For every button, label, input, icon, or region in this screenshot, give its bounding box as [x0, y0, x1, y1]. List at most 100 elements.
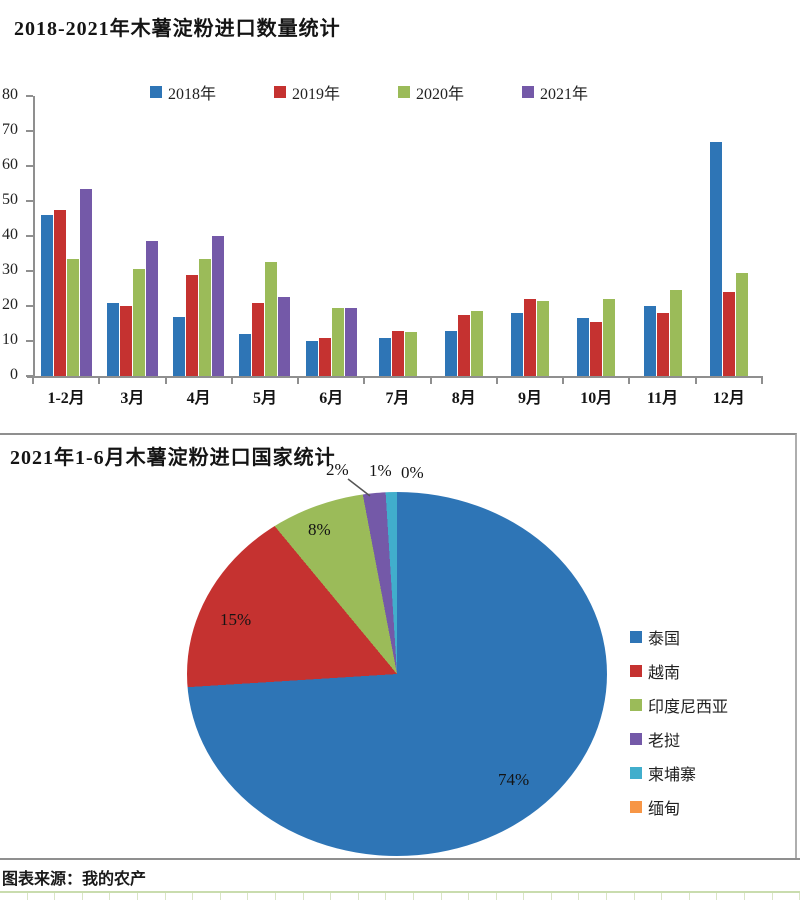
bar-legend-item-1: 2019年: [274, 80, 340, 104]
x-tick: [363, 378, 366, 384]
legend-swatch-icon: [630, 665, 642, 677]
y-tick-label: 30: [2, 261, 18, 278]
table-cell: [745, 893, 773, 900]
bar: [344, 307, 357, 376]
x-tick: [164, 378, 167, 384]
bar: [709, 141, 722, 376]
bar: [79, 188, 92, 376]
month-label: 6月: [319, 390, 344, 407]
y-tick-label: 0: [10, 366, 18, 383]
bar-legend-item-2: 2020年: [398, 80, 464, 104]
bar: [722, 292, 735, 376]
bar: [656, 313, 669, 376]
bar: [331, 307, 344, 376]
pie-percent-label: 15%: [220, 610, 252, 629]
table-cell: [166, 893, 194, 900]
bar: [239, 334, 252, 376]
x-axis: [27, 376, 763, 378]
bar: [470, 311, 483, 376]
pie-legend-item-2: 印度尼西亚: [630, 688, 728, 722]
x-tick: [230, 378, 233, 384]
legend-label: 2018年: [168, 86, 217, 103]
legend-label: 越南: [648, 665, 681, 682]
bar: [457, 314, 470, 376]
bar: [404, 332, 417, 376]
legend-label: 泰国: [648, 631, 681, 648]
bar: [577, 318, 590, 376]
month-label: 3月: [120, 390, 145, 407]
pie-legend-item-5: 缅甸: [630, 790, 728, 824]
pie-percent-label: 2%: [326, 460, 349, 479]
bar-chart-legend: 2018年 2019年 2020年 2021年: [150, 80, 588, 104]
x-tick: [297, 378, 300, 384]
bar: [132, 269, 145, 376]
legend-swatch-icon: [630, 699, 642, 711]
table-cell: [635, 893, 663, 900]
x-tick: [562, 378, 565, 384]
y-tick: [26, 375, 33, 377]
month-label: 11月: [647, 390, 679, 407]
bar: [391, 330, 404, 376]
x-tick: [98, 378, 101, 384]
bar: [278, 297, 291, 376]
bar: [603, 299, 616, 376]
legend-label: 柬埔寨: [648, 767, 697, 784]
y-tick: [26, 340, 33, 342]
x-tick: [694, 378, 697, 384]
bar-legend-item-3: 2021年: [522, 80, 588, 104]
pie-percent-label: 0%: [401, 463, 424, 482]
month-label: 4月: [186, 390, 211, 407]
table-cell: [28, 893, 56, 900]
month-label: 1-2月: [47, 390, 85, 407]
table-cell: [138, 893, 166, 900]
table-cell: [359, 893, 387, 900]
y-axis: [33, 96, 35, 378]
legend-label: 2019年: [292, 86, 341, 103]
x-tick: [628, 378, 631, 384]
y-tick: [26, 95, 33, 97]
bar: [199, 258, 212, 376]
y-tick-label: 10: [2, 331, 18, 348]
legend-label: 印度尼西亚: [648, 699, 729, 716]
table-cell: [717, 893, 746, 900]
y-tick: [26, 270, 33, 272]
legend-swatch-icon: [630, 767, 642, 779]
bar: [265, 262, 278, 376]
pie-chart-title: 2021年1-6月木薯淀粉进口国家统计: [10, 447, 336, 469]
pie-legend: 泰国越南印度尼西亚老挝柬埔寨缅甸: [630, 620, 728, 824]
table-cell: [221, 893, 249, 900]
x-tick: [32, 378, 34, 384]
pie-legend-item-4: 柬埔寨: [630, 756, 728, 790]
table-cell: [414, 893, 442, 900]
bar: [66, 258, 79, 376]
y-tick: [26, 165, 33, 167]
table-cell: [55, 893, 83, 900]
bar: [378, 337, 391, 376]
x-tick: [761, 378, 763, 384]
bar: [305, 341, 318, 376]
pie-legend-item-1: 越南: [630, 654, 728, 688]
legend-label: 老挝: [648, 733, 681, 750]
table-cell: [469, 893, 497, 900]
table-cell: [662, 893, 690, 900]
month-label: 7月: [385, 390, 410, 407]
y-tick: [26, 235, 33, 237]
table-cell: [304, 893, 332, 900]
bar: [119, 306, 132, 376]
bar: [212, 236, 225, 376]
source-text: 图表来源：我的农产: [2, 871, 147, 888]
month-label: 12月: [712, 390, 745, 407]
table-cell: [497, 893, 525, 900]
pie-percent-label: 74%: [498, 770, 530, 789]
y-tick-label: 50: [2, 191, 18, 208]
table-cell: [248, 893, 276, 900]
table-cell: [83, 893, 111, 900]
table-cell: [110, 893, 138, 900]
source-footer: 图表来源：我的农产: [0, 858, 800, 900]
bar: [252, 302, 265, 376]
table-cell: [690, 893, 718, 900]
bar: [537, 300, 550, 376]
month-label: 5月: [252, 390, 277, 407]
bar: [106, 302, 119, 376]
legend-label: 2021年: [540, 86, 589, 103]
